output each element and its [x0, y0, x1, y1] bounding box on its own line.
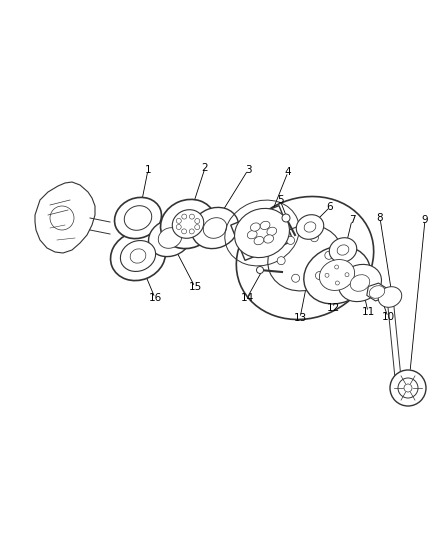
Ellipse shape	[304, 246, 370, 304]
Ellipse shape	[339, 264, 381, 302]
Text: 6: 6	[327, 202, 333, 212]
Ellipse shape	[268, 225, 342, 291]
Text: 7: 7	[349, 215, 355, 225]
Circle shape	[277, 257, 285, 265]
Ellipse shape	[319, 260, 355, 290]
Ellipse shape	[130, 249, 146, 263]
Circle shape	[282, 214, 290, 222]
Ellipse shape	[304, 222, 316, 232]
Text: 13: 13	[293, 313, 307, 323]
Text: 10: 10	[381, 312, 395, 322]
Circle shape	[182, 214, 187, 219]
Text: 3: 3	[245, 165, 251, 175]
Circle shape	[189, 214, 194, 219]
Ellipse shape	[260, 221, 270, 230]
Ellipse shape	[267, 227, 277, 236]
Text: 12: 12	[326, 303, 339, 313]
Circle shape	[404, 384, 412, 392]
Circle shape	[345, 273, 349, 277]
Text: 2: 2	[201, 163, 208, 173]
Circle shape	[335, 265, 339, 269]
Ellipse shape	[234, 208, 290, 257]
Ellipse shape	[350, 274, 370, 292]
Ellipse shape	[160, 199, 215, 248]
Ellipse shape	[191, 207, 238, 248]
Circle shape	[311, 234, 318, 242]
Text: 8: 8	[377, 213, 383, 223]
Polygon shape	[367, 283, 387, 301]
Ellipse shape	[124, 206, 152, 230]
Text: 9: 9	[422, 215, 428, 225]
Ellipse shape	[296, 215, 324, 239]
Ellipse shape	[251, 223, 260, 231]
Ellipse shape	[378, 287, 402, 308]
Polygon shape	[231, 206, 293, 260]
Ellipse shape	[254, 237, 264, 245]
Circle shape	[176, 224, 181, 230]
Text: 14: 14	[240, 293, 254, 303]
Circle shape	[398, 378, 418, 398]
Ellipse shape	[110, 231, 166, 280]
Polygon shape	[239, 243, 394, 304]
Circle shape	[325, 252, 333, 260]
Text: 4: 4	[285, 167, 291, 177]
Ellipse shape	[237, 197, 374, 319]
Circle shape	[336, 281, 339, 285]
Circle shape	[257, 266, 264, 273]
Text: 1: 1	[145, 165, 151, 175]
Circle shape	[390, 370, 426, 406]
Ellipse shape	[203, 217, 227, 238]
Ellipse shape	[337, 245, 349, 255]
Circle shape	[325, 273, 329, 277]
Ellipse shape	[369, 286, 385, 298]
Circle shape	[182, 229, 187, 234]
Circle shape	[189, 229, 194, 234]
Circle shape	[176, 219, 181, 223]
Circle shape	[286, 237, 295, 245]
Circle shape	[315, 272, 323, 280]
Ellipse shape	[148, 220, 191, 256]
Ellipse shape	[329, 238, 357, 262]
Text: 11: 11	[361, 307, 374, 317]
Circle shape	[195, 219, 200, 223]
Circle shape	[292, 274, 300, 282]
Ellipse shape	[247, 230, 257, 239]
Text: 16: 16	[148, 293, 162, 303]
Polygon shape	[35, 182, 95, 253]
Ellipse shape	[120, 240, 155, 271]
Ellipse shape	[114, 197, 162, 239]
Ellipse shape	[264, 235, 274, 243]
Circle shape	[195, 224, 200, 230]
Ellipse shape	[158, 228, 182, 248]
Ellipse shape	[172, 209, 204, 238]
Polygon shape	[387, 297, 401, 378]
Text: 5: 5	[277, 195, 283, 205]
Text: 15: 15	[188, 282, 201, 292]
